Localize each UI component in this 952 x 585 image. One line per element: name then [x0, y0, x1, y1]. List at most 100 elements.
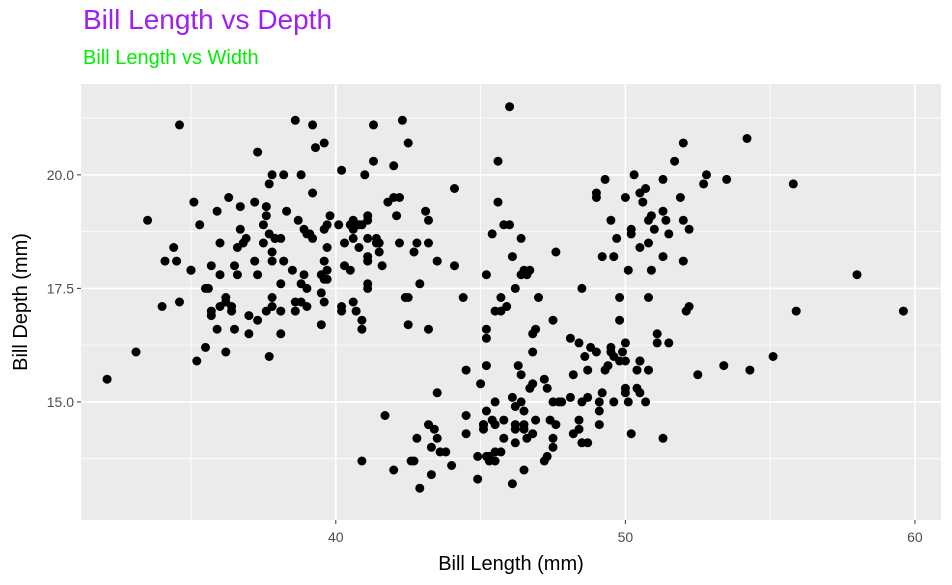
data-point: [206, 306, 216, 316]
data-point: [641, 397, 651, 407]
data-point: [652, 338, 662, 348]
data-point: [507, 392, 517, 402]
data-point: [253, 315, 263, 325]
data-point: [363, 283, 373, 293]
data-point: [409, 456, 419, 466]
data-point: [296, 279, 306, 289]
data-point: [424, 238, 433, 248]
data-point: [319, 256, 329, 266]
data-point: [577, 283, 587, 293]
data-point: [618, 347, 627, 357]
data-point: [548, 397, 558, 407]
data-point: [203, 283, 213, 293]
data-point: [322, 274, 332, 284]
data-point: [450, 261, 459, 271]
data-point: [551, 247, 561, 257]
data-point: [629, 170, 639, 180]
data-point: [684, 302, 694, 311]
data-point: [609, 397, 619, 407]
data-point: [490, 397, 500, 407]
data-point: [267, 256, 277, 266]
data-point: [481, 333, 491, 343]
data-point: [412, 433, 422, 443]
data-point: [722, 174, 732, 184]
data-point: [395, 238, 404, 248]
data-point: [510, 424, 520, 434]
data-point: [615, 293, 625, 302]
data-point: [791, 306, 801, 316]
data-point: [302, 302, 312, 311]
data-point: [658, 252, 668, 262]
data-point: [493, 197, 503, 207]
data-point: [189, 197, 199, 207]
data-point: [507, 252, 517, 262]
data-point: [519, 424, 529, 434]
data-point: [432, 256, 442, 266]
data-point: [340, 238, 349, 248]
y-tick-label: 20.0: [47, 167, 74, 183]
data-point: [898, 306, 908, 316]
data-point: [322, 220, 332, 230]
data-point: [311, 143, 320, 153]
data-point: [290, 297, 300, 307]
data-point: [395, 193, 404, 202]
data-point: [276, 306, 286, 316]
data-point: [360, 170, 370, 180]
data-point: [206, 261, 216, 271]
data-point: [577, 397, 587, 407]
data-point: [487, 229, 497, 239]
data-point: [432, 388, 442, 398]
data-point: [684, 224, 694, 234]
data-point: [357, 324, 367, 334]
data-point: [374, 238, 384, 248]
data-point: [505, 102, 515, 112]
data-point: [383, 197, 393, 207]
data-point: [102, 374, 112, 384]
data-point: [461, 429, 471, 439]
data-point: [516, 233, 526, 243]
data-point: [649, 224, 659, 234]
data-point: [635, 243, 645, 252]
data-point: [594, 420, 604, 430]
data-point: [337, 302, 347, 311]
data-point: [308, 188, 318, 198]
data-point: [603, 361, 613, 371]
data-point: [267, 170, 277, 180]
data-point: [664, 229, 674, 239]
data-point: [499, 433, 509, 443]
x-axis-ticks: 40 50 60: [328, 520, 923, 545]
data-point: [354, 243, 364, 252]
data-point: [476, 379, 486, 389]
data-point: [232, 243, 242, 252]
data-point: [250, 256, 260, 266]
data-point: [258, 220, 268, 230]
data-point: [426, 470, 436, 480]
y-axis-title: Bill Depth (mm): [10, 233, 32, 371]
data-point: [615, 315, 625, 325]
data-point: [594, 397, 604, 407]
data-point: [574, 415, 584, 425]
data-point: [374, 247, 384, 257]
data-point: [644, 365, 653, 375]
data-point: [450, 184, 459, 193]
data-point: [363, 256, 373, 266]
data-point: [363, 211, 373, 221]
data-point: [670, 156, 680, 166]
minor-gridlines: [81, 84, 941, 520]
data-point: [510, 438, 520, 448]
data-point: [606, 215, 616, 225]
data-point: [646, 265, 656, 275]
data-point: [424, 324, 433, 334]
plot-panel: [81, 84, 941, 520]
data-point: [175, 120, 184, 130]
data-point: [334, 220, 344, 230]
data-point: [235, 224, 245, 234]
data-point: [279, 256, 289, 266]
data-point: [143, 215, 153, 225]
data-point: [351, 306, 361, 316]
data-point: [481, 361, 491, 371]
data-point: [658, 433, 668, 443]
y-axis-ticks: 15.0 17.5 20.0: [47, 167, 81, 410]
data-point: [186, 265, 196, 275]
data-point: [481, 451, 491, 461]
